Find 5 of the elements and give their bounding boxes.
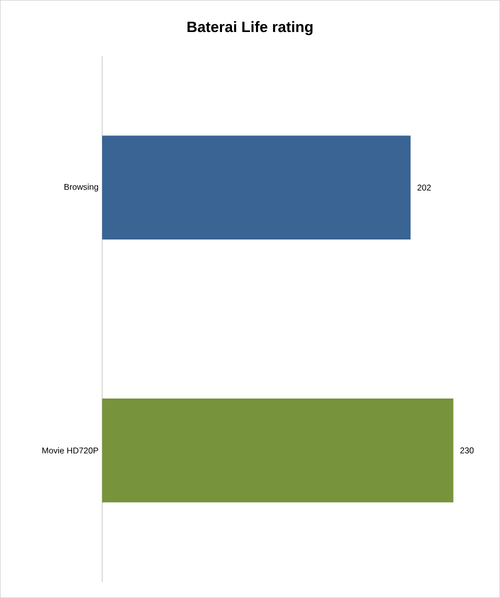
data-label: 202 [417, 184, 431, 191]
y-tick-label: Movie HD720P [42, 447, 98, 454]
data-label: 230 [460, 447, 474, 454]
y-tick-label: Browsing [64, 184, 98, 192]
chart-title: Baterai Life rating [188, 21, 312, 36]
